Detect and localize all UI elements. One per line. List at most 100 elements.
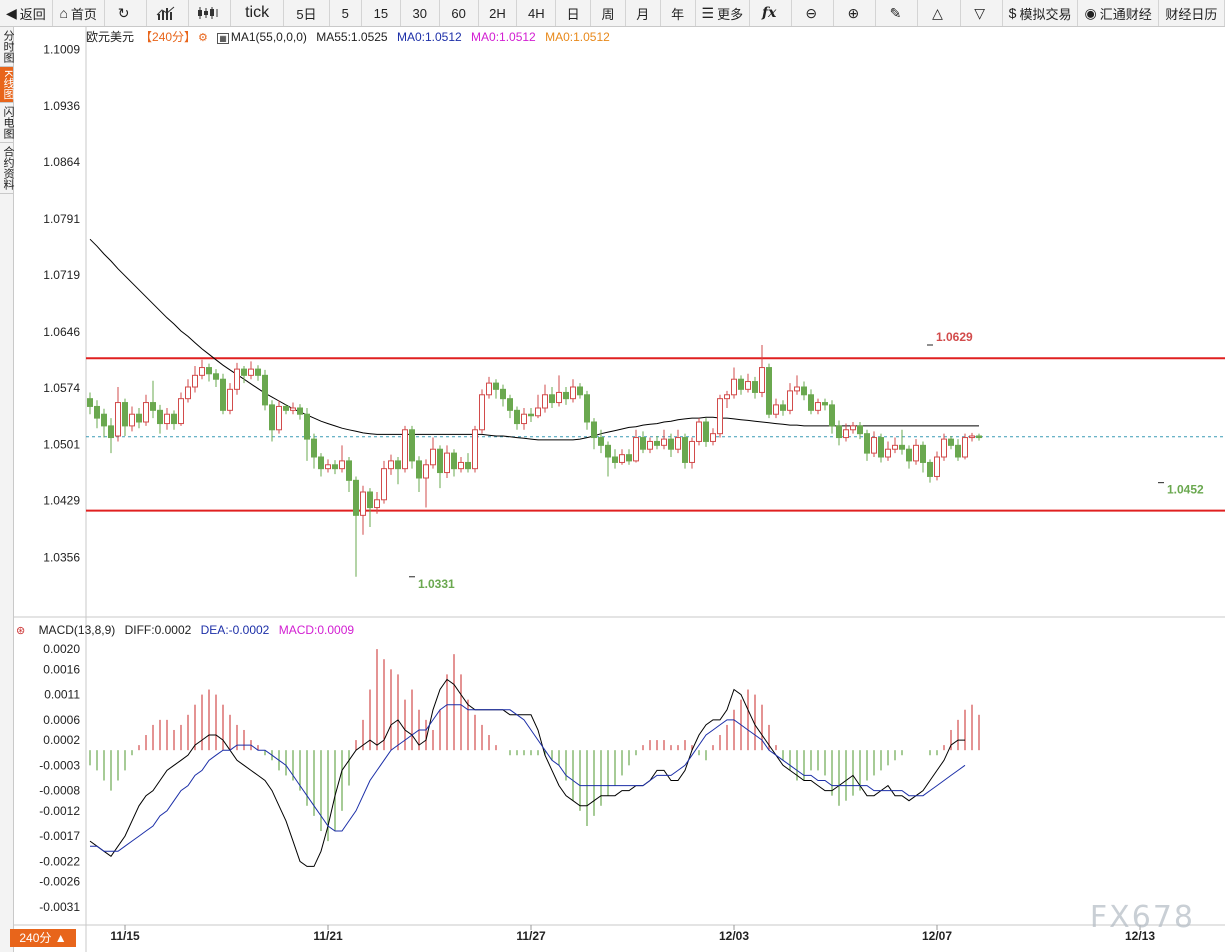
toolbar-dollar-icon-24[interactable]: $ 模拟交易 [1003, 0, 1079, 26]
candle-body-down [150, 402, 156, 411]
candle-body-up [423, 464, 429, 479]
candle-body-up [759, 367, 765, 393]
refresh-icon: ↻ [117, 4, 130, 21]
candle-body-up [717, 398, 723, 435]
macd-y-tick-label: 0.0011 [44, 688, 80, 702]
main-y-tick-label: 1.0356 [43, 550, 80, 564]
top-toolbar: ◀ 返回 ⌂ 首页 ↻ tick 5日 5 15 30 60 2H 4H 日周月年 ☰ 更多 fx ⊖ ⊕ ✎ △ ▽ $ 模… [0, 0, 1225, 27]
left-tab-3[interactable]: 合约资料 [0, 143, 14, 195]
macd-y-tick-label: -0.0017 [39, 829, 80, 843]
refresh-icon[interactable]: ↻ [105, 0, 147, 26]
toolbar-label: 4H [528, 5, 545, 21]
candle-body-up [773, 404, 779, 415]
macd-y-tick-label: -0.0008 [39, 784, 80, 798]
toolbar-btn-26[interactable]: 财经日历 [1159, 0, 1225, 26]
toolbar-btn-8[interactable]: 15 [362, 0, 401, 26]
candle-body-up [619, 454, 625, 463]
toolbar-btn-9[interactable]: 30 [401, 0, 440, 26]
toolbar-btn-15[interactable]: 月 [626, 0, 661, 26]
toolbar-btn-11[interactable]: 2H [479, 0, 518, 26]
candle-body-up [521, 413, 527, 425]
main-y-tick-label: 1.0936 [43, 99, 80, 113]
back-arrow-icon: ◀ [6, 4, 17, 21]
candle-body-down [626, 454, 632, 462]
bar-chart-icon[interactable] [147, 0, 189, 26]
toolbar-btn-5[interactable]: tick [231, 0, 285, 26]
x-tick-label: 12/07 [922, 929, 952, 943]
toolbar-btn-14[interactable]: 周 [591, 0, 626, 26]
left-tab-1[interactable]: K线图 [0, 67, 14, 104]
pencil-icon[interactable]: ✎ [876, 0, 919, 26]
x-tick-label: 11/27 [516, 929, 546, 943]
toolbar-btn-7[interactable]: 5 [330, 0, 362, 26]
candle-body-down [367, 491, 373, 509]
toolbar-label: 汇通财经 [1099, 6, 1152, 22]
candle-body-down [514, 409, 520, 425]
candle-body-down [563, 391, 569, 400]
dea-line [90, 704, 966, 852]
candle-body-up [633, 437, 639, 462]
candle-body-down [297, 407, 303, 415]
candle-body-up [486, 382, 492, 396]
triangle-down-icon[interactable]: ▽ [961, 0, 1003, 26]
candlestick-icon[interactable] [189, 0, 231, 26]
toolbar-label: 周 [601, 6, 615, 22]
toolbar-label: 模拟交易 [1019, 6, 1072, 22]
annotation-high_annotation: 1.0629 [936, 330, 973, 344]
toolbar-label: 5 [341, 5, 349, 21]
candle-body-down [311, 438, 317, 458]
candle-body-down [640, 437, 646, 450]
x-tick-label: 12/03 [719, 929, 749, 943]
macd-y-tick-label: 0.0002 [43, 733, 80, 747]
toolbar-btn-13[interactable]: 日 [556, 0, 592, 26]
period-selector[interactable]: 240分 ▲ [10, 929, 76, 947]
x-tick-label: 11/15 [110, 929, 140, 943]
macd-y-tick-label: 0.0006 [43, 713, 80, 727]
toolbar-home-icon-1[interactable]: ⌂ 首页 [53, 0, 105, 26]
candle-body-up [374, 499, 380, 509]
chart-area[interactable]: 1.1009 1.0936 1.0864 1.0791 1.0719 1.0646 1.05… [14, 27, 1225, 952]
toolbar-btn-6[interactable]: 5日 [284, 0, 330, 26]
zoom-out-icon: ⊖ [805, 4, 818, 21]
triangle-up-icon[interactable]: △ [918, 0, 961, 26]
candle-body-up [444, 452, 450, 474]
zoom-out-icon[interactable]: ⊖ [792, 0, 835, 26]
zoom-in-icon[interactable]: ⊕ [834, 0, 877, 26]
candle-body-up [458, 461, 464, 470]
candle-body-down [213, 373, 219, 380]
candle-body-up [556, 391, 562, 404]
toolbar-btn-16[interactable]: 年 [661, 0, 696, 26]
toolbar-huitong-logo-icon-25[interactable]: ◉ 汇通财经 [1078, 0, 1159, 26]
candle-body-down [549, 394, 555, 404]
candle-body-up [360, 491, 366, 516]
candle-body-up [871, 437, 877, 454]
toolbar-menu-icon-17[interactable]: ☰ 更多 [696, 0, 751, 26]
main-y-tick-label: 1.0791 [43, 212, 80, 226]
candle-body-up [339, 460, 345, 470]
candle-body-down [948, 438, 954, 446]
x-tick-label: 11/21 [313, 929, 343, 943]
left-tab-2[interactable]: 闪电图 [0, 103, 14, 144]
candle-body-up [661, 438, 667, 446]
x-tick-label: 12/13 [1125, 929, 1155, 943]
candlestick-icon [197, 6, 219, 20]
chart-canvas[interactable]: 1.1009 1.0936 1.0864 1.0791 1.0719 1.0646 1.05… [14, 27, 1225, 952]
ma-toggle-icon[interactable]: ▦ [217, 33, 229, 44]
toolbar-label: 更多 [717, 6, 744, 22]
candle-body-down [738, 378, 744, 390]
main-y-tick-label: 1.0646 [43, 325, 80, 339]
candle-body-down [465, 461, 471, 470]
toolbar-btn-10[interactable]: 60 [440, 0, 479, 26]
settings-icon[interactable]: ⚙ [198, 32, 208, 44]
left-tab-0[interactable]: 分时图 [0, 27, 14, 67]
candle-body-down [437, 448, 443, 474]
fx-icon[interactable]: fx [750, 0, 793, 26]
toolbar-back-arrow-icon-0[interactable]: ◀ 返回 [0, 0, 53, 26]
candle-body-down [206, 367, 212, 375]
macd-settings-icon[interactable]: ⊛ [16, 625, 26, 637]
diff-line [89, 678, 965, 867]
candle-body-down [318, 456, 324, 470]
toolbar-btn-12[interactable]: 4H [517, 0, 557, 26]
legend-macd-value: MACD:0.0009 [278, 623, 355, 637]
candle-body-up [731, 378, 737, 396]
